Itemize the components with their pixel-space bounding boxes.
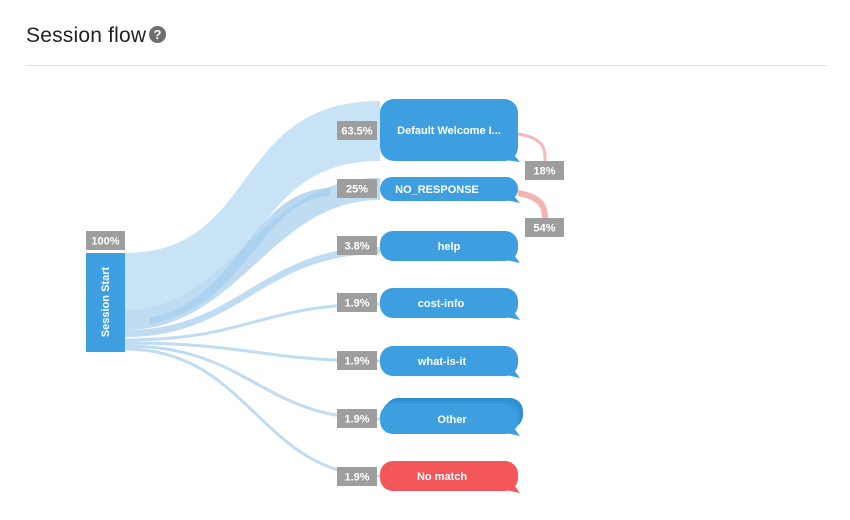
flow-bands (124, 101, 381, 478)
page-title: Session flow (26, 24, 147, 47)
pct-no-response: 25% (346, 184, 368, 196)
pct-badge-no-match (337, 467, 377, 486)
help-icon[interactable]: ? (149, 26, 166, 43)
node-no-response[interactable] (380, 177, 520, 203)
node-what-is-it-label: what-is-it (417, 356, 467, 368)
pct-no-match: 1.9% (344, 472, 369, 484)
pct-badge-default-welcome (337, 121, 377, 140)
transition-no-response-to-help (517, 190, 548, 219)
node-cost-info[interactable] (380, 288, 520, 320)
transition-badge-54 (525, 218, 564, 237)
band-to-no-response (125, 178, 380, 330)
node-what-is-it[interactable] (380, 346, 520, 378)
pct-cost-info: 1.9% (344, 298, 369, 310)
pct-what-is-it: 1.9% (344, 356, 369, 368)
pct-badge-no-response (337, 179, 377, 198)
session-start-label: Session Start (100, 267, 112, 338)
band-to-help (125, 247, 380, 337)
session-start-node[interactable] (86, 253, 125, 352)
pct-badge-other (337, 409, 377, 428)
transition-pct-18: 18% (533, 166, 555, 178)
node-no-response-label: NO_RESPONSE (395, 184, 479, 196)
node-help-label: help (438, 241, 461, 253)
node-other[interactable] (380, 398, 523, 436)
node-no-match[interactable] (380, 461, 520, 493)
transition-pct-54: 54% (533, 223, 555, 235)
node-cost-info-label: cost-info (418, 298, 465, 310)
band-to-default-welcome (125, 101, 380, 310)
pct-badge-cost-info (337, 293, 377, 312)
node-other-label: Other (437, 414, 467, 426)
session-start-pct: 100% (91, 236, 119, 248)
header-divider (26, 65, 827, 66)
transition-default-to-no-response (517, 132, 547, 166)
node-default-welcome-label: Default Welcome I... (397, 125, 501, 137)
node-no-match-label: No match (417, 471, 467, 483)
pct-badge-what-is-it (337, 351, 377, 370)
transition-badge-18 (525, 161, 564, 180)
pct-other: 1.9% (344, 414, 369, 426)
pct-help: 3.8% (344, 241, 369, 253)
node-default-welcome[interactable] (380, 99, 520, 162)
node-help[interactable] (380, 231, 520, 263)
pct-badge-help (337, 236, 377, 255)
band-no-response-overlap (150, 188, 330, 324)
session-start-pct-badge (86, 231, 125, 250)
pct-default-welcome: 63.5% (341, 126, 372, 138)
